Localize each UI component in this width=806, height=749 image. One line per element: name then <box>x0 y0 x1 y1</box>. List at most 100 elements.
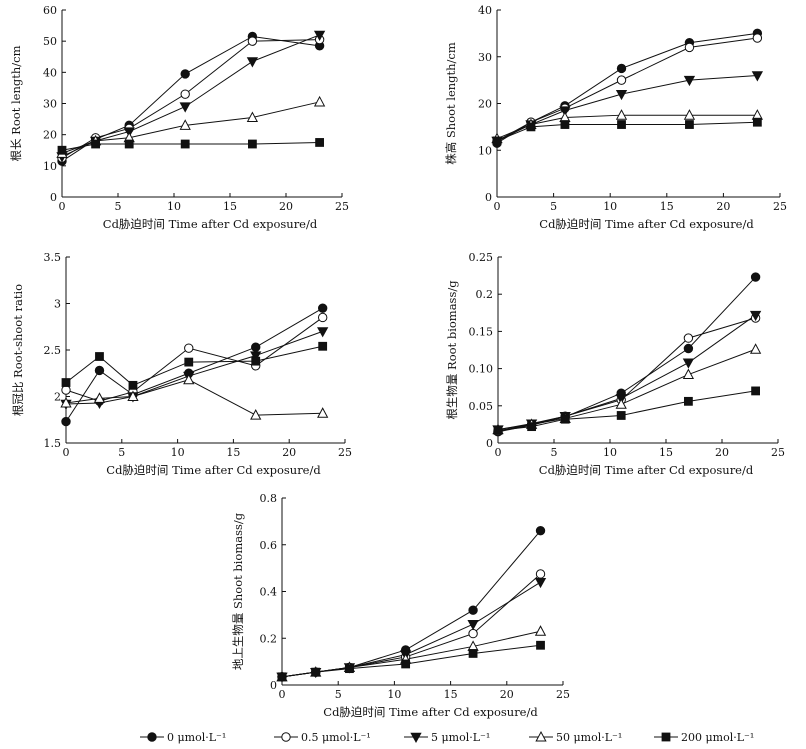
data-point <box>183 373 195 385</box>
data-point <box>61 385 71 395</box>
data-point <box>57 145 67 155</box>
data-point <box>683 333 694 343</box>
data-point <box>180 139 190 149</box>
y-tick-label: 0.4 <box>260 586 278 599</box>
y-tick-label: 60 <box>43 4 57 17</box>
data-point <box>250 351 262 362</box>
data-point <box>247 36 258 46</box>
series-line-2 <box>61 39 320 159</box>
data-point <box>617 120 626 129</box>
x-tick-label: 0 <box>279 688 286 701</box>
data-point <box>91 139 100 149</box>
data-point <box>61 378 71 387</box>
x-tick-label: 25 <box>338 446 352 459</box>
data-point <box>527 422 537 432</box>
data-point <box>684 42 695 53</box>
x-axis-title: Cd胁迫时间 Time after Cd exposure/d <box>539 217 754 231</box>
y-tick-label: 10 <box>43 160 57 173</box>
data-point <box>313 95 326 107</box>
data-point <box>683 109 696 120</box>
x-tick-label: 10 <box>171 446 185 459</box>
data-point <box>467 620 479 631</box>
chart-panel-4: 0 5 10 15 20 25 0 0.05 0.10 0.15 0.2 0.25 Cd胁迫时间 Tim… <box>445 251 785 477</box>
series-line-3 <box>61 34 320 157</box>
series-line-5 <box>496 121 758 142</box>
series-line-3 <box>65 330 323 405</box>
x-tick-label: 20 <box>282 446 296 459</box>
x-tick-label: 25 <box>335 200 349 213</box>
x-tick-label: 5 <box>118 446 125 459</box>
y-tick-label: 0 <box>50 191 57 204</box>
data-point <box>752 33 763 43</box>
data-point <box>317 407 329 418</box>
data-point <box>535 526 546 536</box>
series-line-4 <box>497 348 756 431</box>
x-tick-label: 0 <box>494 200 501 213</box>
x-tick-label: 5 <box>115 200 122 213</box>
y-tick-label: 0.6 <box>260 539 278 552</box>
data-point <box>248 139 257 149</box>
y-tick-label: 0.25 <box>469 251 494 264</box>
data-point <box>682 358 695 369</box>
y-tick-label: 20 <box>478 98 492 111</box>
legend-label: 0 μmol·L⁻¹ <box>167 731 226 744</box>
legend-marker <box>147 732 157 742</box>
series-line-3 <box>496 74 758 142</box>
x-tick-label: 5 <box>550 200 557 213</box>
data-point <box>95 352 104 361</box>
data-point <box>615 109 628 120</box>
x-tick-label: 20 <box>279 200 293 213</box>
y-tick-label: 50 <box>43 35 57 48</box>
data-point <box>493 425 503 435</box>
y-axis-title: 株高 Shoot length/cm <box>444 42 458 165</box>
data-point <box>468 649 478 658</box>
data-point <box>128 380 138 390</box>
legend-marker <box>410 732 422 744</box>
legend-marker <box>661 732 671 742</box>
data-point <box>615 89 628 101</box>
y-tick-label: 2 <box>54 391 61 404</box>
y-tick-label: 0 <box>486 437 493 450</box>
data-point <box>559 106 571 117</box>
y-tick-label: 20 <box>43 129 57 142</box>
data-point <box>401 659 411 669</box>
data-point <box>93 392 106 403</box>
data-point <box>535 569 546 579</box>
data-point <box>251 342 261 352</box>
data-point <box>246 111 259 123</box>
data-point <box>277 672 287 682</box>
y-tick-label: 1.5 <box>44 437 62 450</box>
x-tick-label: 5 <box>551 446 558 459</box>
data-point <box>536 640 545 650</box>
data-point <box>180 69 190 79</box>
y-tick-label: 3.5 <box>44 251 62 264</box>
x-tick-label: 10 <box>603 446 617 459</box>
y-tick-label: 30 <box>43 98 57 111</box>
x-tick-label: 25 <box>556 688 570 701</box>
y-axis-title: 根长 Root length/cm <box>9 45 23 161</box>
data-point <box>615 398 627 409</box>
legend: 0 μmol·L⁻¹ 0.5 μmol·L⁻¹ 5 μmol·L⁻¹ 50 μmol·… <box>140 730 754 744</box>
data-point <box>345 664 354 674</box>
y-tick-label: 3 <box>54 298 61 311</box>
data-point <box>468 605 478 615</box>
data-point <box>180 89 190 99</box>
x-tick-label: 10 <box>387 688 401 701</box>
y-tick-label: 40 <box>43 66 57 79</box>
data-point <box>124 139 134 149</box>
data-point <box>317 327 329 338</box>
data-point <box>684 396 693 406</box>
data-point <box>468 628 478 639</box>
data-point <box>749 310 762 322</box>
chart-panel-1: 0 5 10 15 20 25 0 10 20 30 40 50 60 Cd胁迫时间 Time after… <box>9 4 349 231</box>
series-line-4 <box>65 379 323 416</box>
x-tick-label: 15 <box>660 200 674 213</box>
x-tick-label: 20 <box>715 446 729 459</box>
x-tick-label: 10 <box>603 200 617 213</box>
data-point <box>184 343 194 353</box>
x-tick-label: 15 <box>444 688 458 701</box>
x-tick-label: 0 <box>495 446 502 459</box>
series-line-1 <box>65 307 323 422</box>
data-point <box>750 272 761 282</box>
